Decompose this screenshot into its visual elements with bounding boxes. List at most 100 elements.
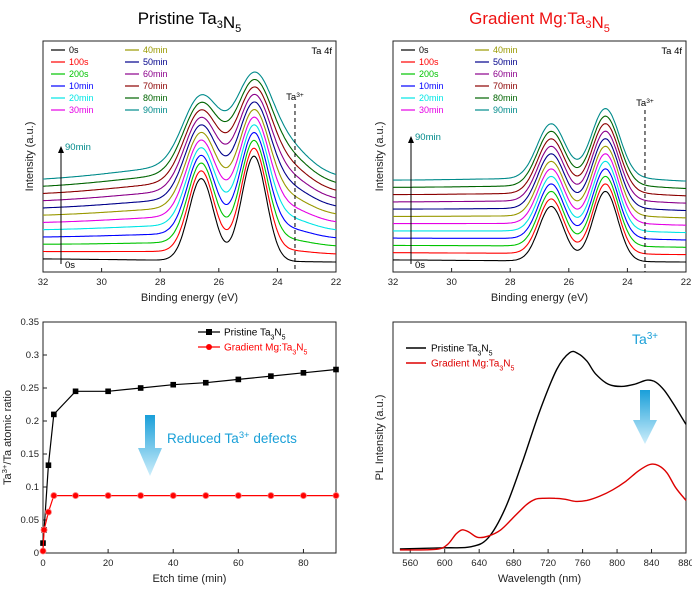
data-point: [45, 508, 52, 516]
legend-label: 40min: [493, 45, 518, 55]
ta3plus-label: Ta3+: [632, 331, 658, 348]
series-line: [393, 153, 686, 226]
data-point: [268, 373, 274, 379]
data-point: [72, 492, 79, 499]
data-point: [137, 492, 145, 499]
x-tick-label: 26: [564, 277, 575, 288]
y-axis-label: PL Intensity (a.u.): [374, 395, 386, 481]
legend-label: 0s: [419, 45, 429, 55]
x-tick-label: 32: [38, 277, 49, 288]
x-tick-label: 24: [272, 277, 283, 288]
x-axis-label: Binding energy (eV): [141, 292, 238, 304]
plot-frame: [392, 40, 687, 273]
panel-ratio: 0 20 40 60 80 0 0.05 0.1 0.15 0.2 0.25 0.3 0.35 Pris…: [0, 317, 340, 585]
series-line: [43, 86, 337, 194]
x-tick-label: 40: [168, 558, 179, 569]
legend-label: 80min: [143, 93, 168, 103]
series-line: [43, 71, 337, 180]
legend-label: 50min: [493, 57, 518, 67]
legend-label: 50min: [143, 57, 168, 67]
data-point: [234, 492, 242, 499]
x-tick-label: 640: [471, 558, 487, 569]
x-tick-label: 560: [402, 558, 418, 569]
x-tick-label: 30: [96, 277, 107, 288]
series-line: [43, 147, 337, 255]
legend-label: 70min: [143, 81, 168, 91]
tick-group: 560 600 640 680 720 760 800 840 880: [402, 549, 692, 569]
data-point: [202, 379, 209, 386]
panel-title: Gradient Mg:Ta3N5: [469, 9, 610, 35]
plot-frame: [42, 40, 337, 273]
reduced-defects-label: Reduced Ta3+ defects: [167, 430, 297, 447]
x-tick-group: 32 30 28 26 24 22: [388, 268, 692, 288]
series-line: [393, 145, 687, 219]
x-tick-label: 20: [103, 558, 114, 569]
series-line: [42, 368, 337, 544]
legend: 0s 100s 200s 10min 20min 30min 40min 50min 60min…: [51, 45, 168, 115]
data-point: [332, 492, 340, 499]
x-axis-label: Etch time (min): [153, 573, 227, 585]
data-point: [202, 492, 210, 499]
legend-label: 100s: [69, 57, 89, 67]
plot-frame: [392, 321, 687, 554]
series-line: [42, 131, 337, 239]
x-tick-label: 60: [233, 558, 244, 569]
ta4f-label: Ta 4f: [661, 46, 682, 57]
series-line: [43, 101, 337, 209]
x-tick-label: 28: [505, 277, 516, 288]
x-tick-label: 22: [331, 277, 342, 288]
arrow-top-label: 90min: [65, 142, 91, 153]
series-line: [392, 183, 686, 256]
y-tick-label: 0: [34, 548, 39, 559]
x-tick-label: 32: [388, 277, 399, 288]
legend-label: 90min: [143, 105, 168, 115]
series-line: [42, 495, 336, 552]
legend-label: 200s: [69, 69, 89, 79]
legend-label: 100s: [419, 57, 439, 67]
x-tick-group: 32 30 28 26 24 22: [38, 268, 342, 288]
data-point: [104, 492, 112, 499]
y-tick-label: 0.35: [21, 317, 40, 328]
arrow-head-icon: [408, 136, 414, 143]
series-line: [399, 350, 687, 550]
series-line: [43, 155, 336, 263]
series-line: [393, 175, 686, 248]
down-arrow-icon: [633, 390, 657, 444]
arrow-top-label: 90min: [415, 132, 441, 143]
x-tick-label: 840: [644, 558, 660, 569]
plot-frame: [42, 321, 337, 554]
x-tick-label: 22: [681, 277, 692, 288]
panel-title: Pristine Ta3N5: [138, 9, 242, 35]
legend-label: Gradient Mg:Ta3N5: [431, 359, 515, 373]
series-group: [42, 71, 337, 263]
legend-label: 40min: [143, 45, 168, 55]
legend-marker: [206, 344, 212, 350]
legend-label: 10min: [419, 81, 444, 91]
x-axis-label: Wavelength (nm): [498, 573, 581, 585]
x-tick-label: 30: [446, 277, 457, 288]
data-point: [40, 526, 48, 534]
data-point: [170, 381, 177, 388]
x-tick-label: 600: [437, 558, 453, 569]
y-tick-label: 0.2: [26, 416, 39, 427]
x-tick-label: 26: [214, 277, 225, 288]
series-line: [393, 190, 686, 263]
panel-gradient-xps: Gradient Mg:Ta3N5 32 30 28 26 24 22 0s 100s 200…: [374, 9, 691, 304]
series-line: [399, 463, 687, 551]
y-axis-label: Intensity (a.u.): [24, 122, 36, 192]
x-tick-label: 720: [540, 558, 556, 569]
ta3plus-label: Ta3+: [286, 92, 304, 104]
data-point: [51, 411, 57, 418]
legend-label: Pristine Ta3N5: [224, 328, 286, 342]
series-line: [43, 116, 337, 223]
x-tick-label: 880: [678, 558, 692, 569]
data-point: [235, 376, 242, 383]
legend-label: 70min: [493, 81, 518, 91]
series-group: [392, 108, 687, 263]
legend-label: 30min: [419, 105, 444, 115]
y-axis-label: Ta3+/Ta atomic ratio: [0, 390, 14, 485]
y-tick-label: 0.15: [21, 449, 40, 460]
x-tick-label: 680: [506, 558, 522, 569]
data-point: [267, 492, 275, 499]
